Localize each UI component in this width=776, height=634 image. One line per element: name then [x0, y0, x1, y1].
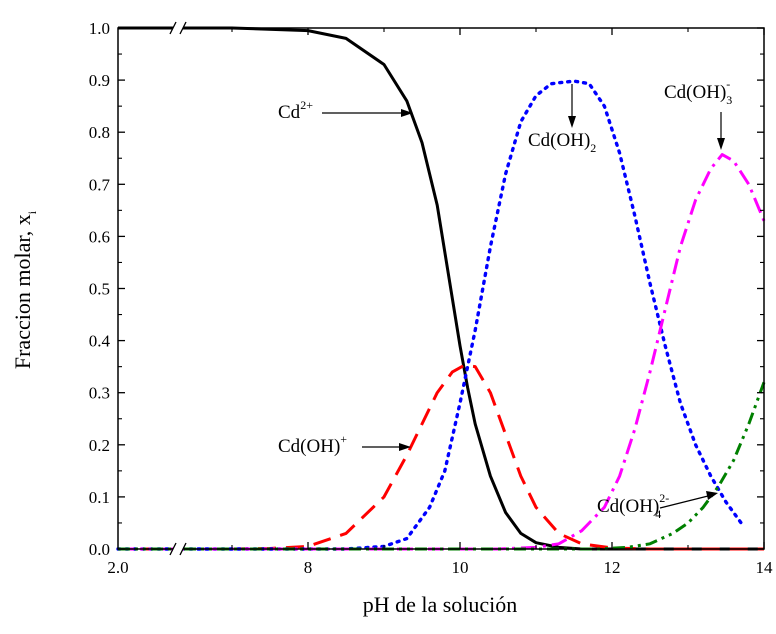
- x-tick-label-3: 14: [756, 558, 774, 577]
- annotation-cd2plus-sup: 2+: [300, 98, 313, 112]
- axis-break-mark-a-top: [169, 21, 177, 35]
- annotation-cdoh3minus-sub: 3: [726, 93, 732, 107]
- annotation-cdohplus: Cd(OH)+: [278, 432, 347, 457]
- axis-break-mark-b-bottom: [179, 542, 187, 556]
- axis-break-gap-bottom: [173, 543, 183, 555]
- y-tick-label-7: 0.7: [89, 175, 111, 194]
- arrow-cdoh4-head: [706, 491, 718, 500]
- y-tick-label-1: 0.1: [89, 488, 110, 507]
- y-axis-title: Fraccion molar, xi: [10, 210, 39, 369]
- y-tick-label-10: 1.0: [89, 19, 110, 38]
- y-tick-label-4: 0.4: [89, 332, 111, 351]
- series-layer: [116, 26, 766, 551]
- y-tick-label-0: 0.0: [89, 540, 110, 559]
- y-tick-label-3: 0.3: [89, 384, 110, 403]
- annotation-cd2plus-base: Cd: [278, 102, 301, 123]
- y-tick-label-8: 0.8: [89, 123, 110, 142]
- arrow-cdohplus-head: [399, 443, 411, 451]
- annotation-cdohplus-sup: +: [340, 432, 347, 446]
- axis-break-mark-a-bottom: [169, 542, 177, 556]
- annotation-cdoh4-2minus-base: Cd(OH): [597, 496, 659, 517]
- series-line-4: [118, 381, 766, 551]
- annotation-arrows: [322, 84, 725, 509]
- annotation-cdoh3minus-sup: -: [726, 77, 730, 91]
- y-tick-label-5: 0.5: [89, 280, 110, 299]
- arrow-cdoh4-line: [659, 495, 709, 509]
- series-line-0: [118, 26, 764, 551]
- series-line-3: [118, 153, 766, 551]
- arrow-cdoh3-head: [717, 138, 725, 150]
- annotation-cdoh2-base: Cd(OH): [528, 130, 590, 151]
- y-tick-label-2: 0.2: [89, 436, 110, 455]
- annotation-cdoh2: Cd(OH)2: [528, 130, 596, 155]
- annotation-cdoh3minus: Cd(OH)- 3: [664, 77, 732, 107]
- annotation-cdohplus-base: Cd(OH): [278, 436, 340, 457]
- annotation-cdoh3minus-base: Cd(OH): [664, 82, 726, 103]
- arrow-cdoh2-head: [568, 116, 576, 128]
- species-annotations: Cd2+ Cd(OH)2 Cd(OH)-3 Cd(OH)+ Cd(OH)2-4: [278, 77, 732, 521]
- x-tick-label-0: 8: [304, 558, 313, 577]
- x-tick-label-1: 10: [452, 558, 469, 577]
- annotation-cdoh4-2minus: Cd(OH)2- 4: [597, 491, 669, 521]
- annotation-cdoh4-2minus-sup: 2-: [659, 491, 669, 505]
- y-axis-title-main: Fraccion molar, x: [10, 214, 35, 369]
- axis-break-gap-top: [173, 22, 183, 34]
- annotation-cdoh2-sub: 2: [590, 141, 596, 155]
- y-axis-title-sub: i: [25, 210, 39, 214]
- x-tick-label-2: 12: [604, 558, 621, 577]
- x-axis-title: pH de la solución: [363, 592, 518, 617]
- series-line-1: [118, 364, 764, 551]
- y-tick-label-9: 0.9: [89, 71, 110, 90]
- arrow-cd2plus-head: [401, 109, 413, 117]
- axis-breaks: [169, 21, 187, 556]
- x-tick-label-start: 2.0: [107, 558, 128, 577]
- annotation-cd2plus: Cd2+: [278, 98, 313, 123]
- annotation-cdoh4-2minus-sub: 4: [655, 507, 661, 521]
- axis-break-mark-b-top: [179, 21, 187, 35]
- y-tick-label-6: 0.6: [89, 227, 110, 246]
- axis-ticks: 0.0 0.1 0.2 0.3 0.4 0.5 0.6 0.7 0.8 0.9 1.0 8 10 12 14…: [89, 19, 773, 577]
- series-line-2: [116, 79, 743, 551]
